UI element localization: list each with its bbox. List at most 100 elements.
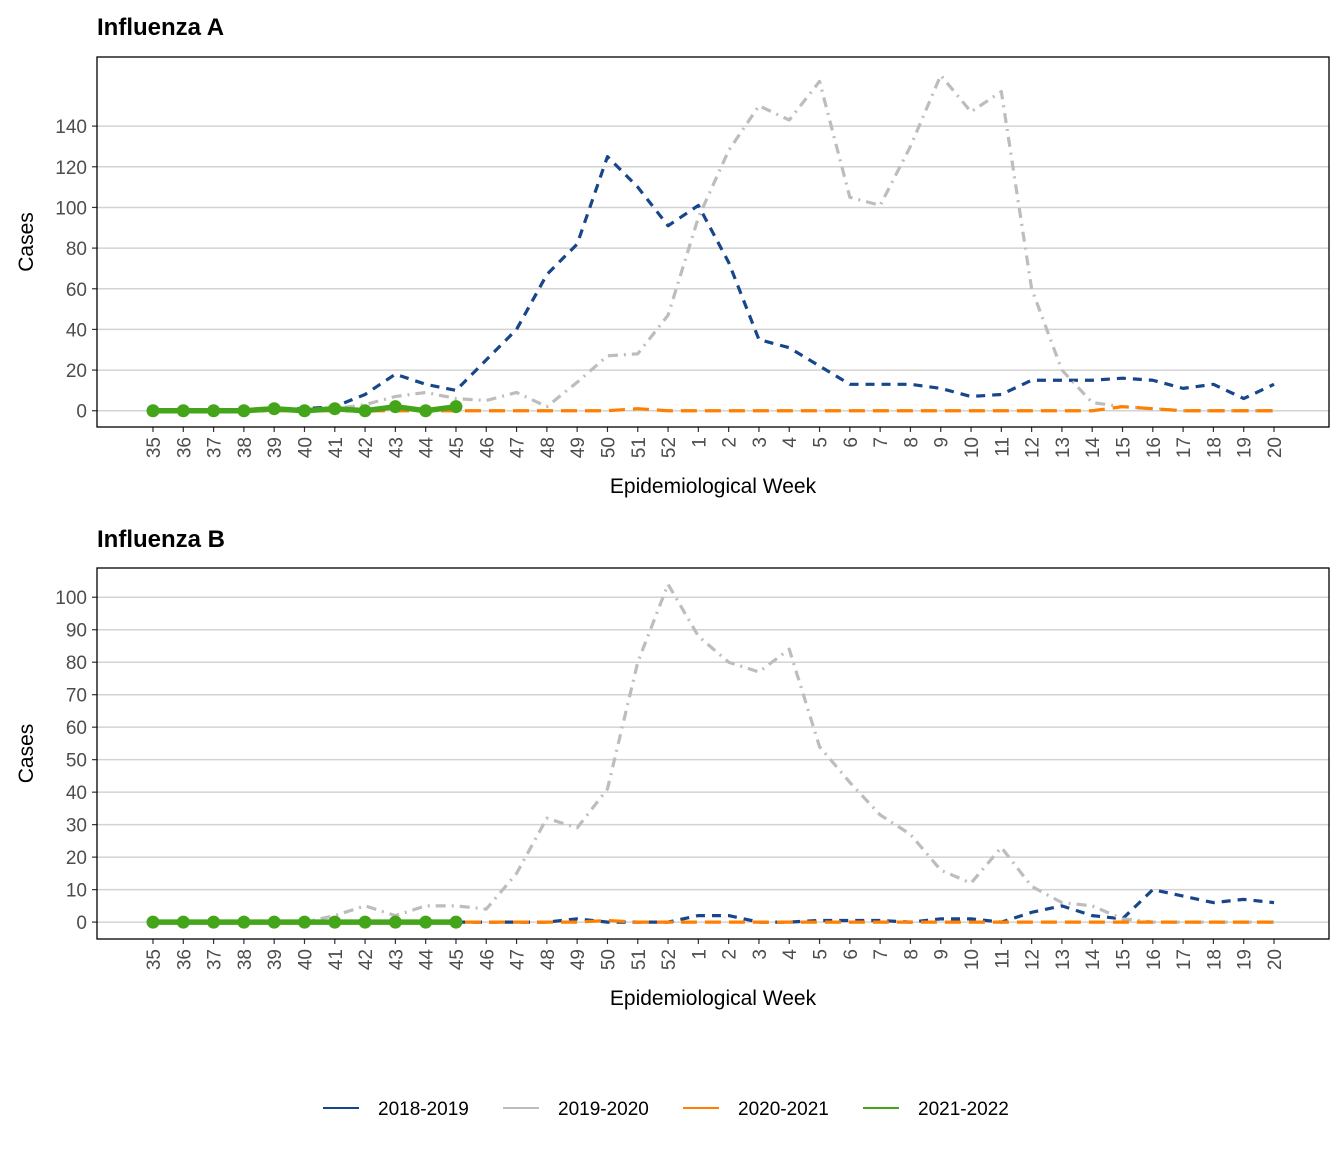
x-tick-label: 37 [205, 949, 226, 970]
x-tick-label: 20 [1265, 437, 1286, 458]
y-tick-label: 0 [76, 913, 87, 934]
x-tick-label: 36 [174, 949, 195, 970]
series-line-2019-2020 [153, 582, 1274, 924]
y-tick-label: 90 [66, 621, 87, 642]
data-point [207, 915, 221, 929]
x-tick-label: 45 [447, 949, 468, 970]
plot-border [96, 56, 1330, 428]
data-point [267, 402, 281, 416]
x-tick-label: 38 [235, 949, 256, 970]
y-tick-label: 40 [66, 783, 87, 804]
y-tick-label: 120 [55, 158, 87, 179]
y-tick-label: 10 [66, 881, 87, 902]
x-tick-label: 50 [598, 949, 619, 970]
y-tick-label: 70 [66, 686, 87, 707]
x-tick-label: 42 [356, 949, 377, 970]
x-tick-label: 35 [144, 949, 165, 970]
series-line-2018-2019 [153, 155, 1275, 413]
x-tick-label: 6 [841, 437, 862, 448]
x-tick-label: 15 [1114, 949, 1135, 970]
data-point [449, 400, 463, 414]
x-tick-label: 13 [1053, 437, 1074, 458]
x-tick-label: 37 [205, 437, 226, 458]
y-axis-label: Cases [15, 724, 38, 784]
data-point [388, 400, 402, 414]
series-line-2020-2021 [153, 405, 1274, 413]
data-point [328, 915, 342, 929]
x-tick-label: 20 [1265, 949, 1286, 970]
x-tick-label: 11 [992, 437, 1013, 457]
x-tick-label: 38 [235, 437, 256, 458]
legend-label: 2019-2020 [558, 1099, 649, 1120]
x-tick-label: 45 [447, 437, 468, 458]
x-tick-label: 51 [629, 949, 650, 970]
data-point [419, 915, 433, 929]
y-tick-label: 0 [76, 402, 87, 423]
y-tick-label: 100 [55, 198, 87, 219]
x-tick-label: 12 [1023, 949, 1044, 970]
y-tick-label: 140 [55, 117, 87, 138]
data-point [207, 404, 221, 418]
x-tick-label: 36 [174, 437, 195, 458]
x-tick-label: 44 [417, 949, 438, 971]
x-tick-label: 11 [992, 949, 1013, 969]
y-tick-label: 50 [66, 751, 87, 772]
y-tick-label: 30 [66, 816, 87, 837]
data-point [237, 915, 251, 929]
x-tick-label: 18 [1204, 949, 1225, 970]
x-tick-label: 52 [659, 437, 680, 458]
series-line-2020-2021 [153, 918, 1274, 924]
x-tick-label: 19 [1235, 949, 1256, 970]
x-tick-label: 2 [720, 437, 741, 448]
x-tick-label: 49 [568, 437, 589, 458]
x-tick-label: 10 [962, 949, 983, 970]
x-tick-label: 41 [326, 437, 347, 458]
series-line-2019-2020 [153, 73, 1274, 413]
x-tick-label: 10 [962, 437, 983, 458]
data-point [328, 402, 342, 416]
x-tick-label: 17 [1174, 437, 1195, 458]
x-tick-label: 49 [568, 949, 589, 970]
x-tick-label: 9 [932, 949, 953, 960]
x-tick-label: 43 [386, 949, 407, 970]
x-tick-label: 48 [538, 437, 559, 458]
x-tick-label: 44 [417, 437, 438, 459]
data-point [176, 915, 190, 929]
x-tick-label: 1 [689, 949, 710, 960]
data-point [358, 915, 372, 929]
x-tick-label: 14 [1083, 437, 1104, 459]
x-tick-label: 5 [811, 437, 832, 448]
x-tick-label: 47 [508, 437, 529, 458]
legend-label: 2021-2022 [918, 1099, 1009, 1120]
x-tick-label: 1 [689, 437, 710, 448]
data-point [297, 404, 311, 418]
x-axis-label: Epidemiological Week [610, 475, 817, 498]
legend-label: 2018-2019 [378, 1099, 469, 1120]
x-tick-label: 16 [1144, 437, 1165, 458]
x-tick-label: 14 [1083, 949, 1104, 971]
y-tick-label: 80 [66, 653, 87, 674]
y-tick-label: 20 [66, 361, 87, 382]
x-tick-label: 46 [477, 949, 498, 970]
x-tick-label: 46 [477, 437, 498, 458]
plot-border [96, 567, 1330, 940]
x-tick-label: 51 [629, 437, 650, 458]
x-tick-label: 19 [1235, 437, 1256, 458]
x-tick-label: 13 [1053, 949, 1074, 970]
x-tick-label: 7 [871, 949, 892, 960]
x-tick-label: 4 [780, 949, 801, 960]
x-tick-label: 2 [720, 949, 741, 960]
x-tick-label: 50 [598, 437, 619, 458]
x-tick-label: 40 [295, 437, 316, 458]
y-axis-label: Cases [15, 212, 38, 272]
legend-label: 2020-2021 [738, 1099, 829, 1120]
x-tick-label: 17 [1174, 949, 1195, 970]
y-tick-label: 40 [66, 320, 87, 341]
data-point [237, 404, 251, 418]
x-tick-label: 6 [841, 949, 862, 960]
data-point [176, 404, 190, 418]
x-tick-label: 35 [144, 437, 165, 458]
